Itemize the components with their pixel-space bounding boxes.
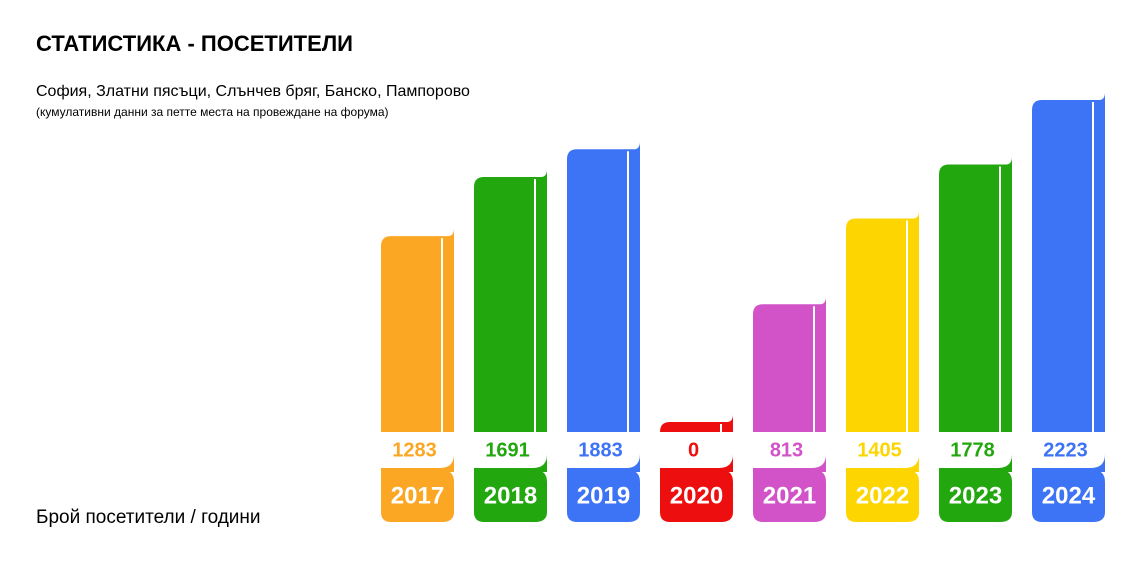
value-band <box>1032 432 1105 468</box>
value-band <box>567 432 640 468</box>
year-box <box>1032 470 1105 522</box>
bar <box>753 296 826 472</box>
x-tick-label: 2019 <box>577 482 630 509</box>
year-box <box>660 470 733 522</box>
subtitle: София, Златни пясъци, Слънчев бряг, Банс… <box>36 83 470 100</box>
value-label: 2223 <box>1043 439 1088 461</box>
value-label: 1283 <box>392 439 437 461</box>
year-box <box>753 470 826 522</box>
bar <box>846 210 919 472</box>
x-tick-label: 2018 <box>484 482 537 509</box>
value-band <box>846 432 919 468</box>
x-tick-label: 2017 <box>391 482 444 509</box>
year-box <box>939 470 1012 522</box>
value-label: 1405 <box>857 439 902 461</box>
note: (кумулативни данни за петте места на про… <box>36 105 389 119</box>
value-band <box>939 432 1012 468</box>
bar <box>567 141 640 472</box>
value-label: 0 <box>688 439 699 461</box>
value-band <box>753 432 826 468</box>
x-tick-label: 2024 <box>1042 482 1096 509</box>
value-label: 813 <box>770 439 803 461</box>
x-tick-label: 2020 <box>670 482 723 509</box>
x-tick-label: 2021 <box>763 482 816 509</box>
year-box <box>846 470 919 522</box>
value-label: 1883 <box>578 439 623 461</box>
value-band <box>474 432 547 468</box>
x-tick-label: 2022 <box>856 482 909 509</box>
value-band <box>660 432 733 468</box>
bar <box>1032 92 1105 472</box>
value-band <box>381 432 454 468</box>
year-box <box>474 470 547 522</box>
year-box <box>567 470 640 522</box>
value-label: 1691 <box>485 439 530 461</box>
bar <box>474 169 547 473</box>
axis-label: Брой посетители / години <box>36 507 261 528</box>
chart-title: СТАТИСТИКА - ПОСЕТИТЕЛИ <box>36 31 353 56</box>
value-label: 1778 <box>950 439 995 461</box>
year-box <box>381 470 454 522</box>
bar <box>939 156 1012 472</box>
bar <box>381 228 454 472</box>
x-tick-label: 2023 <box>949 482 1002 509</box>
